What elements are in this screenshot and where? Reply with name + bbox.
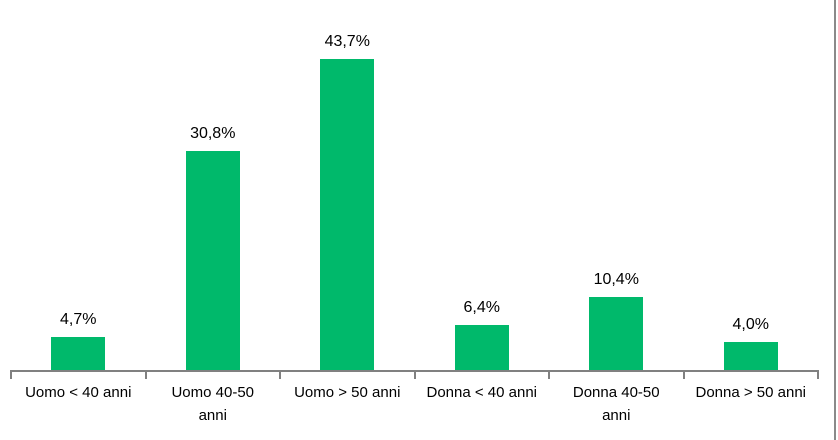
- x-axis-tick: [144, 370, 147, 379]
- x-axis-tick: [817, 370, 819, 379]
- category-label: Uomo 40-50 anni: [171, 384, 255, 424]
- x-axis-tick: [682, 370, 685, 379]
- category-label: Uomo < 40 anni: [25, 384, 132, 401]
- bar-value-label: 4,7%: [60, 311, 97, 328]
- x-axis-tick: [279, 370, 281, 379]
- chart-bar: [51, 337, 106, 371]
- x-axis-tick: [10, 370, 12, 379]
- bar-value-label: 30,8%: [190, 125, 236, 142]
- bar-value-label: 10,4%: [593, 271, 639, 288]
- category-label: Donna > 50 anni: [695, 384, 806, 401]
- x-axis-tick: [548, 370, 550, 379]
- bar-value-label: 4,0%: [732, 316, 769, 333]
- bar-value-label: 6,4%: [463, 299, 500, 316]
- category-label: Donna < 40 anni: [426, 384, 537, 401]
- x-axis-tick: [413, 370, 416, 379]
- category-label: Donna 40-50 anni: [572, 384, 660, 424]
- chart-bar: [723, 342, 778, 371]
- chart-bar: [454, 325, 509, 371]
- x-axis-line: [11, 370, 818, 372]
- bar-value-label: 43,7%: [324, 33, 370, 50]
- category-label: Uomo > 50 anni: [294, 384, 401, 401]
- chart-right-border: [834, 0, 836, 440]
- chart-bar: [185, 151, 240, 371]
- chart-bar: [320, 59, 375, 371]
- chart-bar: [589, 297, 644, 371]
